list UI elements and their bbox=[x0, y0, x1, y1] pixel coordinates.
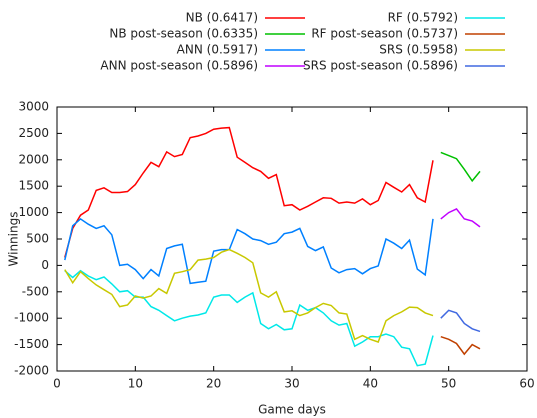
plot-frame bbox=[56, 106, 528, 372]
series-line bbox=[440, 309, 481, 333]
x-tick-label: 60 bbox=[519, 377, 534, 391]
y-tick-label: -2000 bbox=[14, 364, 49, 378]
series-line bbox=[64, 217, 434, 285]
legend-label: NB (0.6417) bbox=[186, 11, 258, 25]
x-axis-label: Game days bbox=[258, 403, 326, 417]
x-tick-label: 20 bbox=[206, 377, 221, 391]
series-line bbox=[64, 248, 434, 343]
legend-label: RF (0.5792) bbox=[388, 11, 458, 25]
y-axis-label: Winnings bbox=[7, 212, 21, 267]
y-tick-label: 500 bbox=[26, 232, 49, 246]
y-tick-label: -1000 bbox=[14, 311, 49, 325]
series-line bbox=[64, 126, 434, 258]
legend-label: ANN (0.5917) bbox=[177, 43, 258, 57]
y-tick-label: 1500 bbox=[18, 179, 49, 193]
x-tick-label: 40 bbox=[363, 377, 378, 391]
y-tick-label: 2000 bbox=[18, 152, 49, 166]
series-line bbox=[440, 207, 481, 228]
x-tick-label: 0 bbox=[53, 377, 61, 391]
series-line bbox=[440, 151, 481, 183]
y-tick-label: 1000 bbox=[18, 205, 49, 219]
legend-label: SRS post-season (0.5896) bbox=[303, 59, 458, 73]
x-tick-label: 30 bbox=[284, 377, 299, 391]
series-line bbox=[64, 269, 434, 367]
x-tick-label: 50 bbox=[441, 377, 456, 391]
legend-label: ANN post-season (0.5896) bbox=[100, 59, 258, 73]
y-tick-label: 0 bbox=[41, 258, 49, 272]
x-tick-label: 10 bbox=[128, 377, 143, 391]
series-line bbox=[440, 335, 481, 356]
legend-label: NB post-season (0.6335) bbox=[109, 27, 258, 41]
legend-label: SRS (0.5958) bbox=[379, 43, 458, 57]
y-tick-label: -500 bbox=[22, 284, 49, 298]
y-tick-label: 2500 bbox=[18, 126, 49, 140]
y-tick-label: 3000 bbox=[18, 100, 49, 114]
y-tick-label: -1500 bbox=[14, 337, 49, 351]
legend-label: RF post-season (0.5737) bbox=[311, 27, 458, 41]
